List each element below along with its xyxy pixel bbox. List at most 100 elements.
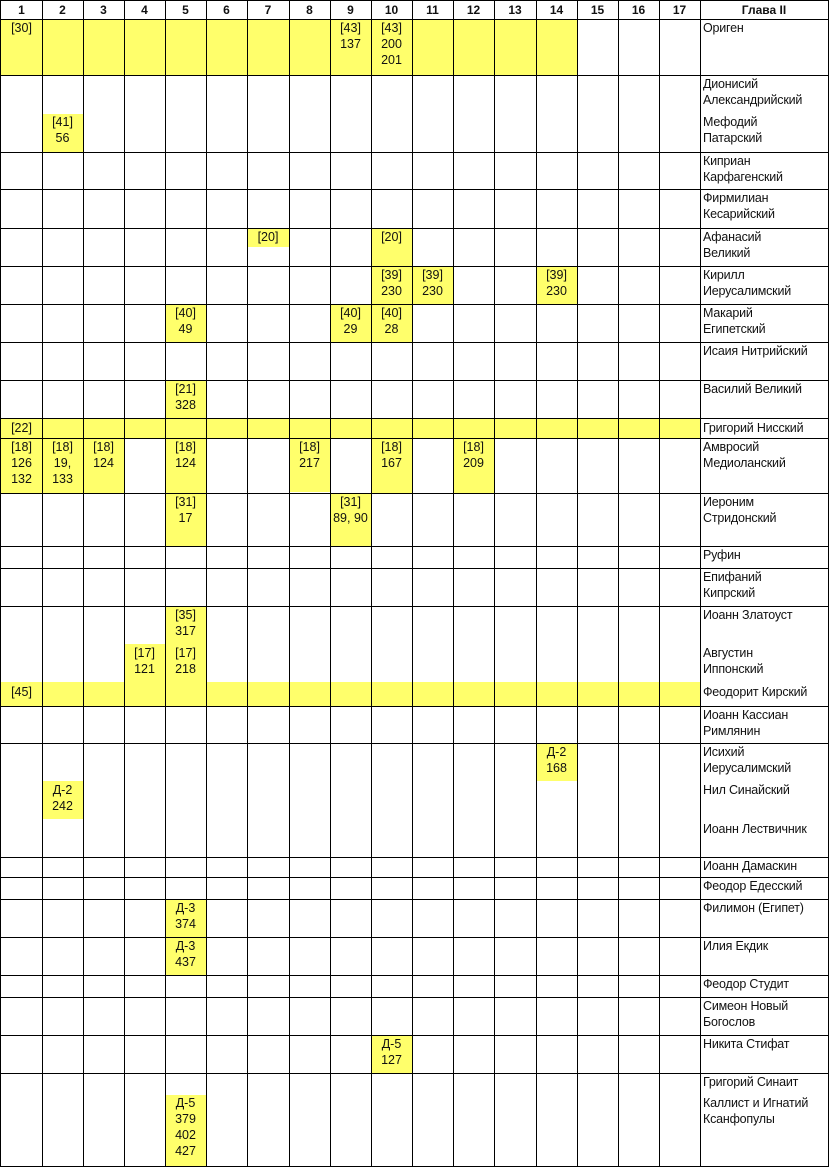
- reference-cell: [18] 217: [289, 439, 330, 471]
- author-name-line: Илия Екдик: [703, 939, 769, 953]
- reference-cell: [30]: [1, 20, 42, 36]
- author-name: Феодор Едесский: [703, 878, 829, 894]
- reference-line: [43]: [340, 21, 361, 35]
- author-name-line: Богослов: [703, 1015, 756, 1029]
- author-name: Амвросий Медиоланский: [703, 439, 829, 471]
- author-name: Феодорит Кирский: [703, 684, 829, 700]
- column-header: 10: [384, 3, 399, 17]
- column-header: 13: [508, 3, 522, 17]
- cell-highlight: [371, 1035, 412, 1073]
- row-divider: [0, 0, 829, 1]
- reference-line: 209: [463, 456, 484, 470]
- author-name-line: Иоанн Кассиан: [703, 708, 789, 722]
- reference-line: 132: [11, 472, 32, 486]
- reference-line: Д-3: [175, 901, 196, 915]
- reference-line: 133: [52, 472, 73, 486]
- author-name-line: Медиоланский: [703, 456, 786, 470]
- reference-line: [39]: [381, 268, 402, 282]
- cell-highlight: [371, 438, 412, 493]
- reference-cell: [31] 89, 90: [330, 494, 371, 526]
- reference-line: [41]: [52, 115, 73, 129]
- reference-line: 49: [178, 322, 193, 336]
- reference-cell: Д-2 168: [536, 744, 577, 776]
- author-name-line: Александрийский: [703, 93, 803, 107]
- author-name-line: Фирмилиан: [703, 191, 769, 205]
- author-name-line: Иероним: [703, 495, 754, 509]
- reference-line: [22]: [11, 421, 32, 435]
- author-name-line: Феодорит Кирский: [703, 685, 808, 699]
- reference-line: [18]: [381, 440, 402, 454]
- author-name-line: Карфагенский: [703, 170, 783, 184]
- cell-highlight: [42, 781, 83, 819]
- author-name: Иоанн Кассиан Римлянин: [703, 707, 829, 739]
- column-divider: [618, 0, 619, 1167]
- author-name-line: Григорий Синаит: [703, 1075, 799, 1089]
- cell-highlight: [371, 304, 412, 342]
- reference-cell: [31] 17: [165, 494, 206, 526]
- column-divider: [828, 0, 829, 1167]
- cell-highlight: [371, 266, 412, 304]
- column-divider: [83, 0, 84, 1167]
- cell-highlight: [165, 438, 206, 493]
- reference-line: 56: [55, 131, 70, 145]
- reference-line: [30]: [11, 21, 32, 35]
- author-name: Исихий Иерусалимский: [703, 744, 829, 776]
- row-divider: [0, 877, 829, 878]
- column-header: 6: [223, 3, 230, 17]
- author-name-line: Иерусалимский: [703, 761, 792, 775]
- author-name-line: Исаия Нитрийский: [703, 344, 808, 358]
- column-divider: [42, 0, 43, 1167]
- row-divider: [0, 1035, 829, 1036]
- author-name: Дионисий Александрийский: [703, 76, 829, 108]
- column-divider: [412, 0, 413, 1167]
- row-divider: [0, 606, 829, 607]
- row-divider: [0, 19, 829, 20]
- reference-line: [20]: [257, 230, 279, 244]
- author-name: Каллист и Игнатий Ксанфопулы: [703, 1095, 829, 1127]
- reference-cell: Д-3 374: [165, 900, 206, 932]
- author-name-line: Феодор Едесский: [703, 879, 803, 893]
- reference-cell: [18] 124: [165, 439, 206, 471]
- row-divider: [0, 418, 829, 419]
- column-divider: [330, 0, 331, 1167]
- cell-highlight: [289, 438, 330, 492]
- author-name-line: Мефодий: [703, 115, 758, 129]
- reference-line: 218: [175, 662, 196, 676]
- reference-line: Д-2: [52, 783, 73, 797]
- reference-line: [21]: [175, 382, 196, 396]
- reference-line: [17]: [175, 646, 196, 660]
- author-name: Иоанн Дамаскин: [703, 858, 829, 874]
- author-name-line: Нил Синайский: [703, 783, 790, 797]
- author-name-line: Иппонский: [703, 662, 764, 676]
- author-name: Макарий Египетский: [703, 305, 829, 337]
- column-divider: [124, 0, 125, 1167]
- reference-line: 328: [175, 398, 196, 412]
- reference-line: 127: [381, 1053, 402, 1067]
- reference-line: 89, 90: [333, 511, 368, 525]
- column-divider: [371, 0, 372, 1167]
- reference-line: 230: [546, 284, 567, 298]
- row-divider: [0, 857, 829, 858]
- reference-line: Д-2: [546, 745, 567, 759]
- column-divider: [577, 0, 578, 1167]
- author-name: Иоанн Златоуст: [703, 607, 829, 623]
- reference-line: Д-3: [175, 939, 196, 953]
- cell-highlight: [536, 743, 577, 781]
- reference-line: 137: [340, 37, 361, 51]
- reference-line: 374: [175, 917, 196, 931]
- row-divider: [0, 380, 829, 381]
- author-name-line: Патарский: [703, 131, 763, 145]
- cell-highlight: [124, 644, 165, 682]
- cell-highlight: [165, 493, 206, 546]
- reference-line: 29: [343, 322, 358, 336]
- author-name: Киприан Карфагенский: [703, 153, 829, 185]
- row-divider: [0, 937, 829, 938]
- reference-line: [31]: [340, 495, 361, 509]
- reference-cell: [17] 121: [124, 645, 165, 677]
- author-name-line: Иоанн Златоуст: [703, 608, 793, 622]
- cell-highlight: [1, 418, 700, 438]
- reference-line: [18]: [11, 440, 32, 454]
- reference-line: 124: [175, 456, 196, 470]
- author-name-line: Руфин: [703, 548, 741, 562]
